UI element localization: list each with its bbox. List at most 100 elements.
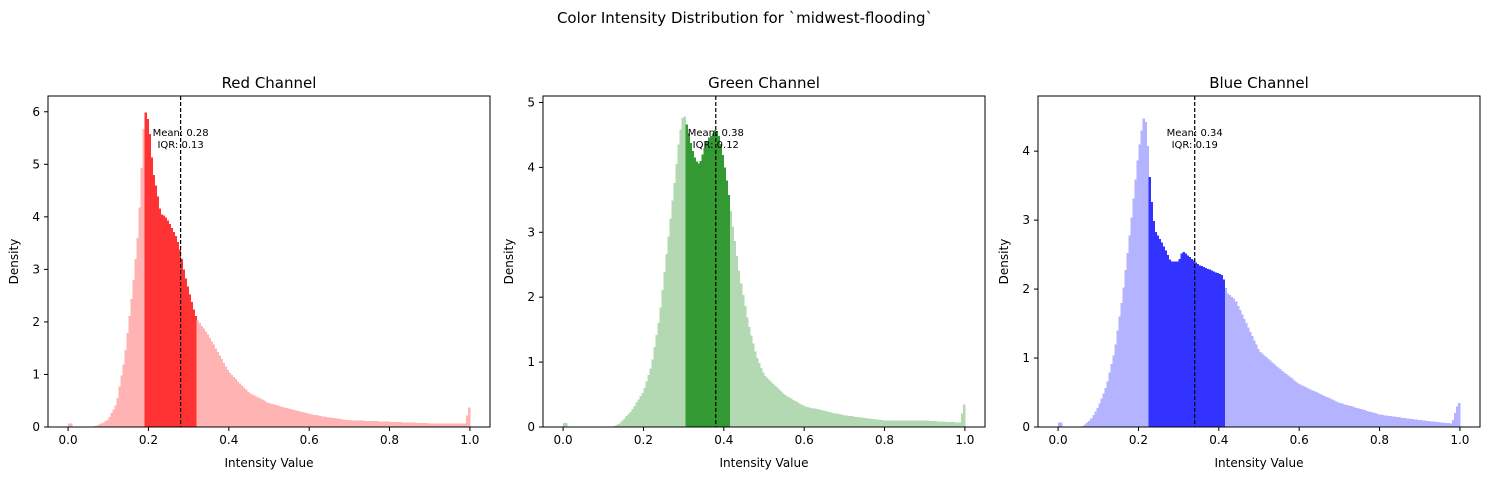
- histogram-bar: [760, 368, 762, 427]
- histogram-bar: [70, 424, 72, 427]
- histogram-bar: [1253, 340, 1255, 427]
- histogram-bar: [404, 422, 406, 427]
- histogram-bar: [371, 421, 373, 427]
- histogram-bar: [682, 118, 684, 427]
- histogram-bar: [1197, 264, 1199, 427]
- x-tick-label: 0.8: [875, 433, 894, 447]
- histogram-bar: [1249, 332, 1251, 427]
- y-tick-label: 2: [1022, 282, 1030, 296]
- histogram-bar: [249, 393, 251, 427]
- histogram-bar: [321, 416, 323, 427]
- histogram-bar: [436, 423, 438, 427]
- histogram-bar: [273, 405, 275, 427]
- histogram-bar: [670, 219, 672, 428]
- histogram-bar: [1374, 413, 1376, 427]
- histogram-bar: [792, 400, 794, 427]
- histogram-bar: [746, 317, 748, 427]
- histogram-bar: [718, 136, 720, 427]
- annotation-text: IQR: 0.13: [157, 140, 203, 151]
- y-tick-label: 3: [32, 262, 40, 276]
- histogram-bar: [1144, 122, 1146, 427]
- histogram-bar: [177, 242, 179, 427]
- histogram-bar: [468, 408, 470, 427]
- histogram-bar: [893, 421, 895, 427]
- histogram-bar: [736, 256, 738, 427]
- x-tick-label: 0.0: [59, 433, 78, 447]
- histogram-bar: [1289, 377, 1291, 427]
- histogram-bar: [1359, 409, 1361, 427]
- histogram-bar: [732, 227, 734, 427]
- histogram-bar: [142, 129, 144, 427]
- histogram-bar: [1378, 414, 1380, 427]
- histogram-bar: [1221, 275, 1223, 427]
- histogram-bar: [363, 421, 365, 427]
- histogram-bar: [130, 299, 132, 427]
- histogram-bar: [1386, 416, 1388, 427]
- histogram-bar: [1094, 411, 1096, 427]
- histogram-bar: [267, 403, 269, 427]
- histogram-bar: [1412, 419, 1414, 427]
- histogram-bar: [860, 418, 862, 427]
- histogram-bar: [243, 388, 245, 427]
- histogram-bar: [635, 403, 637, 427]
- histogram-bar: [941, 422, 943, 427]
- histogram-bar: [392, 422, 394, 427]
- histogram-bar: [674, 183, 676, 427]
- histogram-bar: [672, 201, 674, 427]
- x-tick-label: 0.2: [1129, 433, 1148, 447]
- histogram-bar: [1261, 354, 1263, 427]
- histogram-bar: [377, 421, 379, 427]
- histogram-bar: [1229, 295, 1231, 427]
- histogram-bar: [858, 417, 860, 427]
- histogram-bar: [1263, 355, 1265, 427]
- histogram-bar: [856, 417, 858, 427]
- histogram-bar: [712, 133, 714, 427]
- histogram-bar: [1277, 368, 1279, 427]
- histogram-bar: [337, 419, 339, 427]
- x-tick-label: 1.0: [955, 433, 974, 447]
- histogram-bar: [231, 375, 233, 427]
- histogram-bar: [1430, 421, 1432, 427]
- y-axis-label: Density: [502, 239, 516, 285]
- x-tick-label: 0.4: [1209, 433, 1228, 447]
- histogram-bar: [281, 407, 283, 427]
- histogram-bar: [764, 376, 766, 427]
- histogram-bar: [1237, 306, 1239, 427]
- histogram-bar: [780, 392, 782, 427]
- histogram-bar: [1323, 396, 1325, 427]
- histogram-bar: [1414, 419, 1416, 427]
- histogram-bar: [1390, 416, 1392, 427]
- histogram-bar: [782, 394, 784, 427]
- histogram-bar: [1305, 388, 1307, 428]
- histogram-bar: [1090, 418, 1092, 427]
- histogram-bar: [895, 421, 897, 427]
- histogram-bar: [702, 154, 704, 427]
- annotation-text: Mean: 0.34: [1167, 128, 1223, 139]
- histogram-bar: [963, 404, 965, 427]
- histogram-bar: [1376, 414, 1378, 427]
- histogram-bar: [905, 421, 907, 427]
- histogram-bar: [1199, 265, 1201, 427]
- histogram-bar: [189, 294, 191, 427]
- histogram-bar: [820, 410, 822, 427]
- histogram-bar: [688, 133, 690, 427]
- histogram-bar: [720, 144, 722, 427]
- histogram-bar: [1361, 410, 1363, 427]
- histogram-bar: [846, 416, 848, 427]
- histogram-bar: [1454, 413, 1456, 427]
- annotation-text: Mean: 0.38: [688, 128, 744, 139]
- histogram-bar: [452, 423, 454, 427]
- histogram-bar: [1060, 423, 1062, 427]
- histogram-bar: [852, 416, 854, 427]
- histogram-bar: [1235, 302, 1237, 427]
- histogram-bar: [327, 417, 329, 427]
- histogram-bar: [1426, 421, 1428, 427]
- y-tick-label: 2: [527, 290, 535, 304]
- histogram-bar: [658, 323, 660, 427]
- histogram-bar: [335, 418, 337, 427]
- histogram-bar: [1327, 398, 1329, 427]
- histogram-bar: [285, 408, 287, 427]
- histogram-bar: [293, 410, 295, 427]
- histogram-bar: [265, 402, 267, 427]
- histogram-bar: [660, 308, 662, 427]
